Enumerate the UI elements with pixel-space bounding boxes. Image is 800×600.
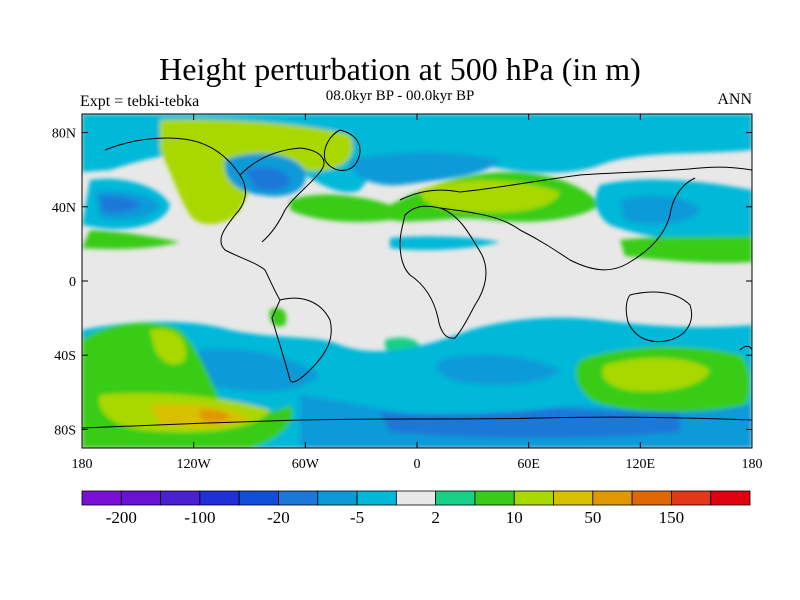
lat-tick-label: 40N	[52, 201, 76, 216]
colorbar-label: 10	[506, 508, 523, 527]
colorbar-label: -5	[350, 508, 364, 527]
eurasia-north-coast	[399, 166, 752, 201]
lon-tick-label: 0	[414, 457, 421, 472]
new-zealand-coast	[739, 345, 752, 351]
season-label: ANN	[717, 91, 752, 108]
colorbar-swatch	[474, 490, 515, 506]
colorbar-label: -100	[184, 508, 215, 527]
map-title: Height perturbation at 500 hPa (in m)	[159, 51, 641, 87]
colorbar-label: 2	[431, 508, 440, 527]
colorbar-swatch	[278, 490, 319, 506]
lon-tick-label: 180	[742, 457, 763, 472]
contour-fill-layer	[82, 114, 752, 448]
colorbar-label: 150	[659, 508, 685, 527]
africa-coast	[399, 205, 487, 339]
colorbar-swatch	[120, 490, 161, 506]
colorbar-label: -200	[106, 508, 137, 527]
colorbar-label: -20	[267, 508, 290, 527]
lat-tick-label: 80N	[52, 127, 76, 142]
colorbar-swatch	[513, 490, 554, 506]
colorbar-swatch	[671, 490, 712, 506]
map-subtitle: 08.0kyr BP - 00.0kyr BP	[325, 88, 475, 104]
south-america-coast	[271, 297, 332, 383]
colorbar-swatch	[553, 490, 594, 506]
colorbar-swatch	[238, 490, 279, 506]
lat-tick-label: 80S	[54, 423, 76, 438]
australia-coast	[625, 291, 693, 343]
lon-tick-label: 120W	[177, 457, 212, 472]
lat-tick-label: 0	[69, 275, 76, 290]
greenland-coast	[323, 129, 361, 171]
antarctica-coast	[82, 416, 752, 429]
colorbar-swatch	[81, 490, 122, 506]
coastline-layer	[82, 129, 752, 429]
lon-tick-label: 60W	[292, 457, 320, 472]
lon-tick-label: 180	[72, 457, 93, 472]
colorbar-swatch	[592, 490, 633, 506]
colorbar-swatch	[435, 490, 476, 506]
experiment-label: Expt = tebki-tebka	[80, 93, 200, 110]
colorbar-swatch	[395, 490, 437, 506]
lat-tick-label: 40S	[54, 349, 76, 364]
lon-tick-label: 60E	[517, 457, 540, 472]
north-america-coast	[104, 137, 281, 301]
eurasia-south-coast	[439, 177, 696, 271]
colorbar-swatch	[160, 490, 201, 506]
colorbar-swatch	[631, 490, 672, 506]
hudson-coast	[239, 147, 325, 243]
colorbar-label: 50	[584, 508, 601, 527]
colorbar-swatch	[317, 490, 358, 506]
axis-ticks: 80N 40N 0 40S 80S 180 120W 60W 0 60E 120E 180	[52, 114, 763, 472]
lon-tick-label: 120E	[626, 457, 656, 472]
colorbar-swatch	[356, 490, 397, 506]
colorbar-swatch	[710, 490, 751, 506]
colorbar-swatch	[199, 490, 240, 506]
colorbar: -200 -100 -20 -5 2 10 50 150	[81, 490, 751, 527]
